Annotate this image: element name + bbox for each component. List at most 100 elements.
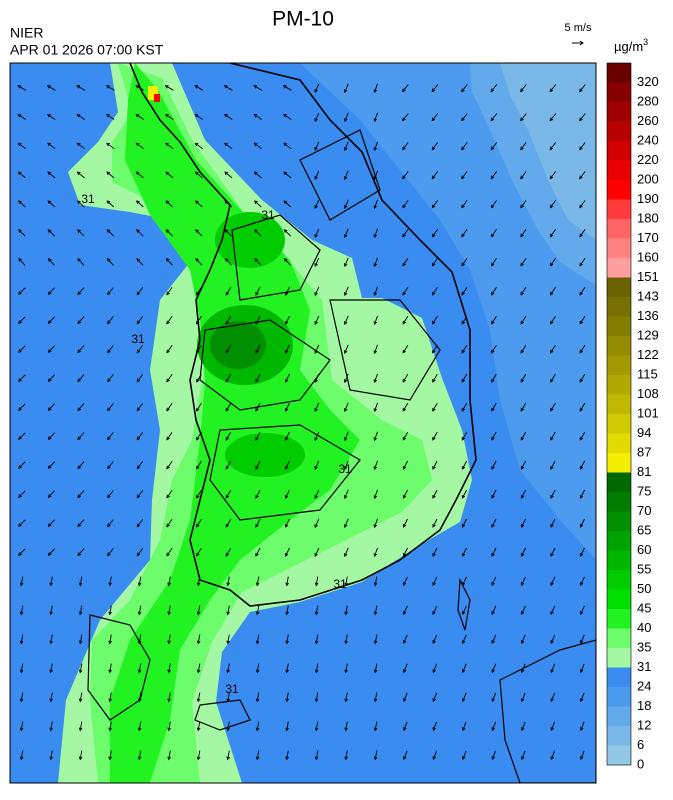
- wind-arrow: [344, 518, 349, 529]
- wind-arrow: [49, 692, 53, 703]
- wind-arrow: [490, 229, 497, 238]
- wind-arrow: [46, 85, 56, 91]
- colorbar-label: 180: [637, 210, 659, 225]
- field-50: [225, 433, 305, 477]
- wind-arrow: [78, 605, 83, 616]
- colorbar: 3202802602402202001901801701601511431361…: [606, 62, 659, 771]
- wind-arrow: [550, 373, 556, 383]
- wind-arrow: [196, 518, 202, 528]
- wind-arrow: [402, 171, 409, 180]
- wind-arrow: [77, 257, 85, 266]
- wind-arrow: [461, 373, 468, 383]
- wind-arrow: [432, 460, 438, 470]
- wind-arrow: [106, 229, 115, 237]
- wind-arrow: [344, 634, 348, 645]
- wind-arrow: [19, 634, 24, 645]
- wind-arrow: [106, 142, 115, 150]
- wind-arrow: [432, 402, 438, 412]
- wind-arrow: [253, 113, 262, 120]
- wind-arrow: [284, 431, 290, 441]
- wind-arrow: [196, 663, 201, 674]
- colorbar-label: 35: [637, 639, 651, 654]
- wind-arrow: [167, 663, 171, 674]
- province-borders: [199, 129, 441, 521]
- wind-arrow: [373, 489, 378, 500]
- wind-arrow: [550, 663, 556, 674]
- wind-arrow: [461, 142, 468, 151]
- wind-arrow: [432, 663, 438, 674]
- wind-arrow: [520, 142, 527, 151]
- wind-arrow: [403, 750, 408, 761]
- wind-arrow: [344, 576, 348, 587]
- wind-arrow: [373, 199, 378, 210]
- timestamp: APR 01 2026 07:00 KST: [10, 42, 164, 58]
- wind-arrow: [461, 84, 468, 93]
- wind-arrow: [194, 142, 203, 150]
- wind-arrow: [283, 229, 292, 237]
- wind-arrow: [432, 605, 438, 615]
- wind-arrow: [520, 373, 527, 383]
- wind-arrow: [136, 403, 144, 412]
- colorbar-swatch: [607, 102, 631, 122]
- wind-arrow: [461, 605, 467, 615]
- colorbar-label: 24: [637, 678, 651, 693]
- wind-arrow: [78, 634, 83, 645]
- wind-arrow: [77, 229, 85, 237]
- wind-arrow: [255, 402, 261, 412]
- colorbar-label: 115: [637, 366, 658, 381]
- wind-arrow: [579, 142, 586, 151]
- wind-arrow: [402, 605, 408, 615]
- wind-arrow: [226, 576, 230, 587]
- wind-arrow: [108, 692, 112, 703]
- wind-arrow: [402, 142, 409, 151]
- wind-arrow: [136, 287, 144, 296]
- wind-arrow: [255, 605, 260, 616]
- wind-arrow: [373, 634, 378, 645]
- wind-arrow: [77, 548, 85, 557]
- wind-arrow: [76, 113, 85, 120]
- wind-arrow: [253, 200, 262, 208]
- colorbar-swatch: [607, 628, 631, 649]
- wind-arrow: [520, 344, 527, 354]
- wind-arrow: [18, 519, 26, 527]
- wind-arrow: [373, 344, 378, 355]
- wind-arrow: [224, 229, 233, 237]
- wind-arrow: [461, 431, 468, 441]
- wind-arrow: [107, 287, 114, 296]
- wind-arrow: [76, 142, 85, 150]
- wind-arrow: [402, 402, 409, 412]
- wind-arrow: [520, 518, 526, 528]
- wind-arrow: [225, 344, 232, 354]
- wind-arrow: [491, 663, 497, 674]
- contour-label: 31: [338, 462, 352, 476]
- wind-arrow: [550, 576, 556, 586]
- wind-arrow: [579, 344, 586, 354]
- wind-arrow: [107, 490, 114, 499]
- wind-arrow: [550, 605, 556, 615]
- colorbar-swatch: [607, 589, 631, 610]
- wind-arrow: [47, 345, 55, 354]
- wind-arrow: [167, 692, 171, 703]
- wind-arrow: [165, 229, 174, 237]
- wind-arrow: [285, 663, 289, 674]
- wind-arrow: [253, 142, 262, 150]
- wind-arrow: [491, 489, 497, 499]
- wind-arrow: [283, 113, 292, 120]
- wind-arrow: [108, 634, 112, 645]
- wind-arrow: [344, 692, 348, 703]
- colorbar-label: 170: [637, 230, 659, 245]
- map-area: [10, 63, 596, 783]
- wind-arrow: [136, 374, 144, 383]
- wind-arrow: [344, 605, 348, 616]
- wind-arrow: [373, 402, 378, 413]
- wind-arrow: [255, 750, 260, 761]
- wind-arrow: [137, 692, 142, 703]
- wind-arrow: [107, 432, 114, 441]
- wind-arrow: [47, 229, 56, 237]
- wind-arrow: [491, 344, 497, 354]
- wind-arrow: [549, 258, 556, 267]
- colorbar-label: 108: [637, 386, 659, 401]
- wind-arrow: [253, 85, 263, 91]
- wind-arrow: [166, 287, 173, 296]
- wind-arrow: [285, 605, 289, 616]
